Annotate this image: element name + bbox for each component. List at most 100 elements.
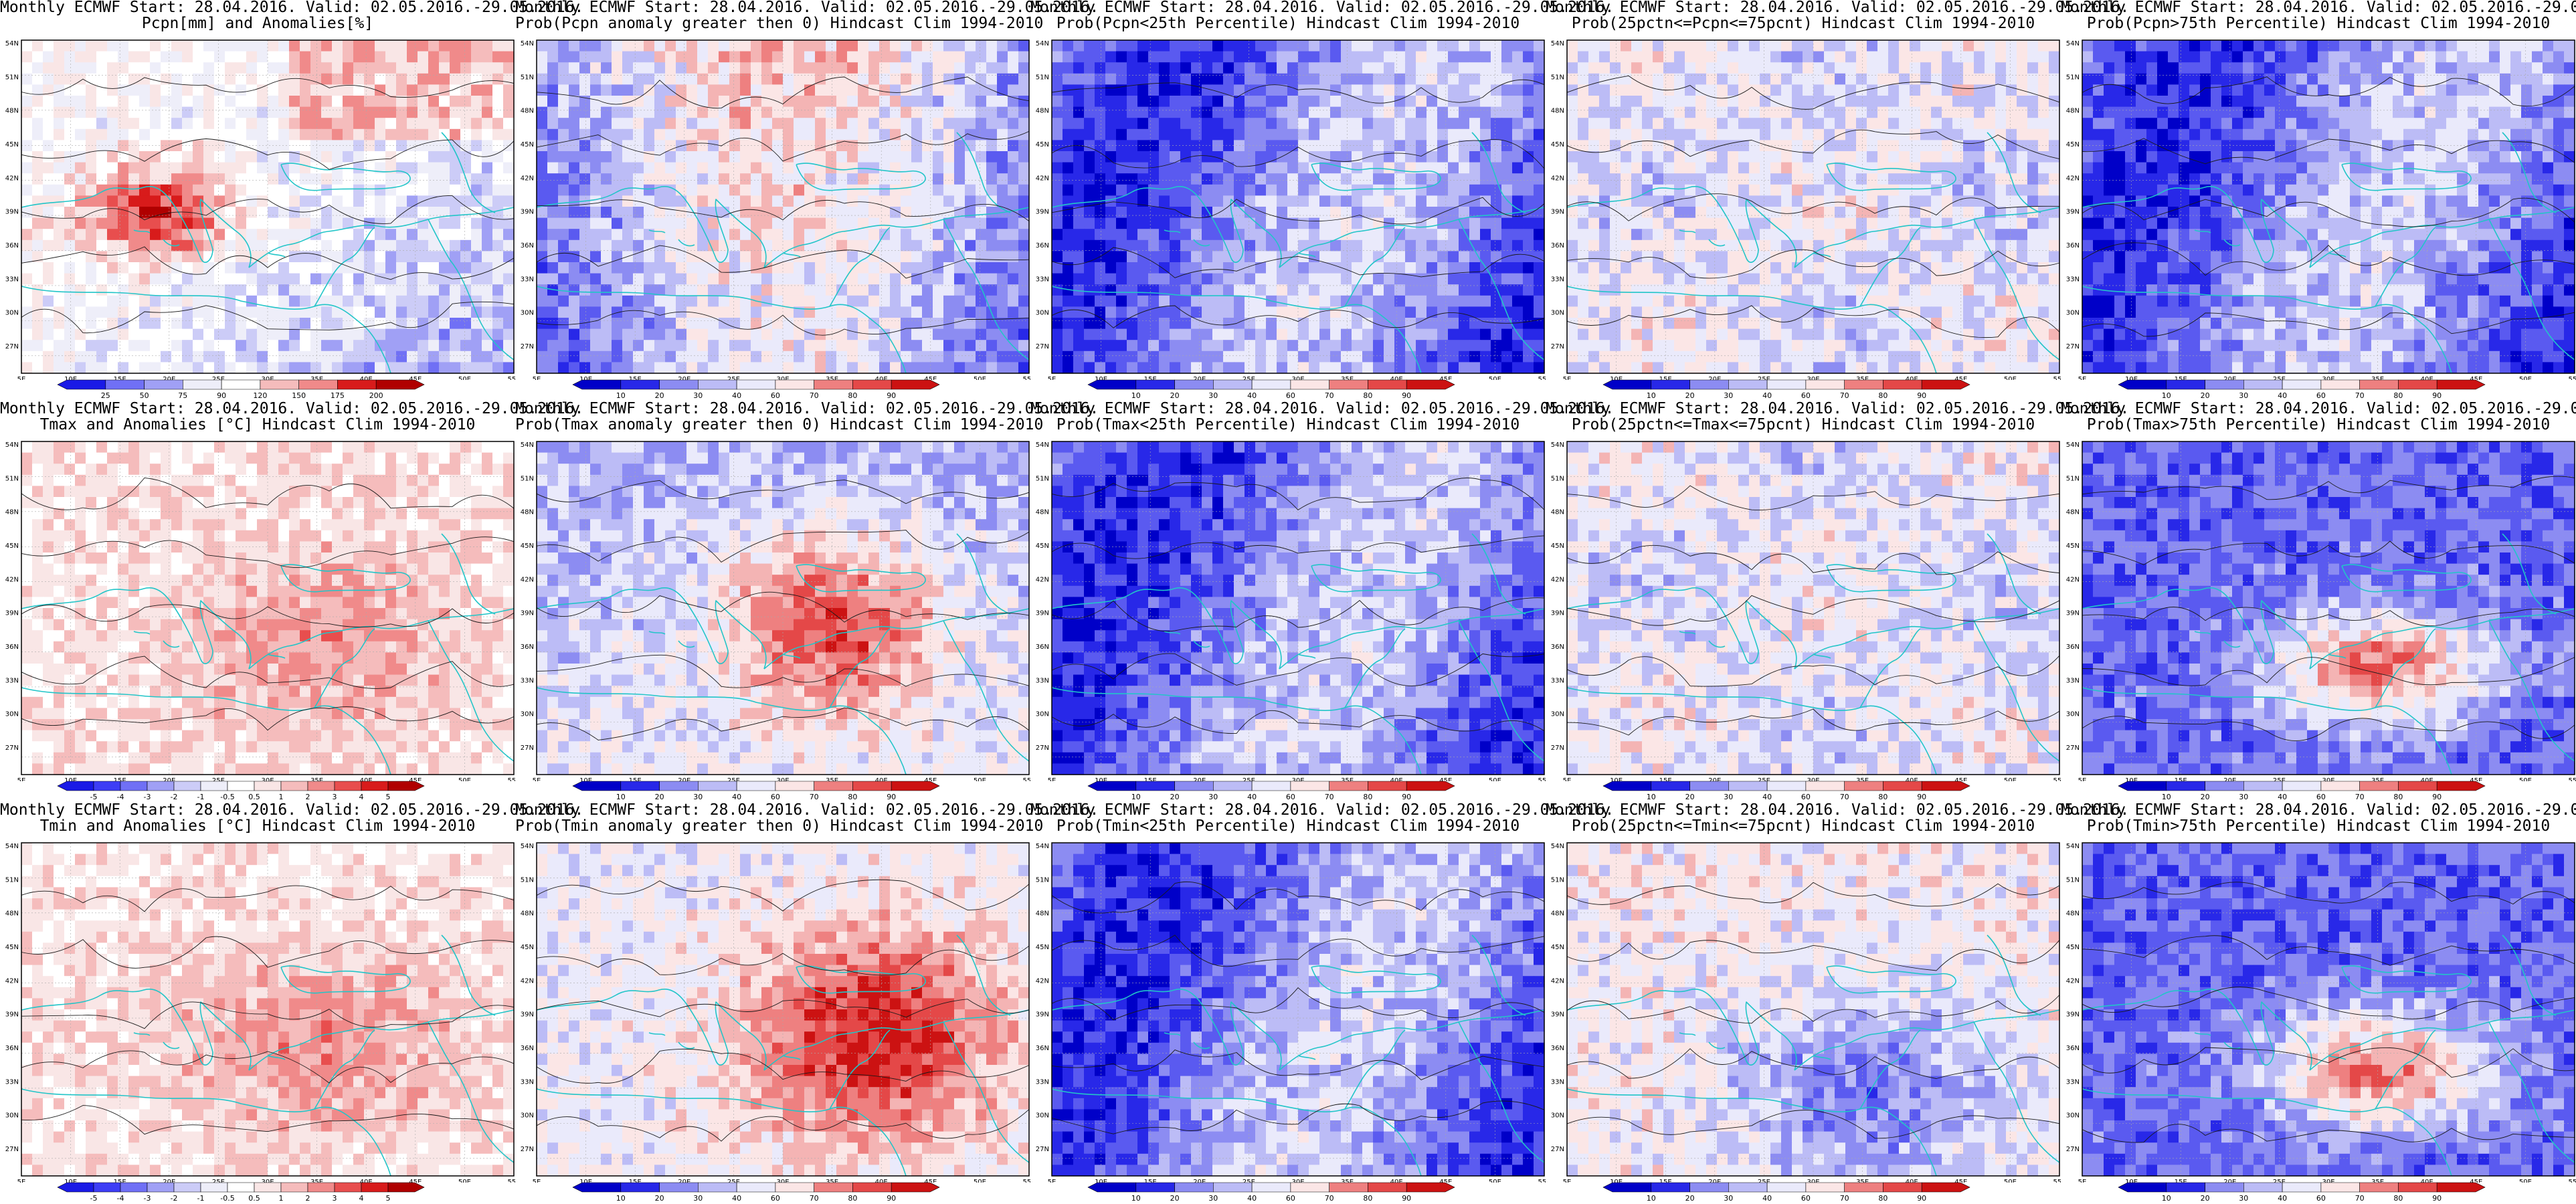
colorbar: 10 20 30 40 60 70 80 90 [1546, 779, 2061, 803]
lat-label: 36N [1036, 643, 1049, 651]
lat-label: 42N [2066, 576, 2080, 583]
map-panel-tmax-4: Monthly ECMWF Start: 28.04.2016. Valid: … [1546, 400, 2129, 803]
colorbar-swatch [2398, 379, 2437, 390]
lat-label: 54N [5, 40, 19, 47]
colorbar-tick: 200 [369, 391, 383, 400]
lat-label: 48N [5, 108, 19, 115]
shaded-field [1052, 843, 1545, 1177]
lon-label: 10E [64, 1179, 77, 1183]
map-area: 54N 51N 48N 45N 42N 39N 36N 33N 30N 27N 5E 10E 15E 20… [0, 835, 515, 1183]
lat-label: 39N [5, 1011, 19, 1019]
panel-title-line1: Monthly ECMWF Start: 28.04.2016. Valid: … [0, 0, 583, 16]
lon-label: 10E [579, 376, 592, 380]
colorbar-tick: 10 [1647, 793, 1656, 801]
lat-label: 27N [2066, 343, 2080, 350]
panel-title-line2: Prob(Tmin<25th Percentile) Hindcast Clim… [1030, 817, 1546, 835]
longitude-labels: 5E 10E 15E 20E 25E 30E 35E 40E 45E 50E 55E [2078, 1179, 2576, 1183]
colorbar-tick: 2 [306, 1194, 310, 1203]
lat-label: 39N [1551, 610, 1564, 617]
lon-label: 25E [1243, 1179, 1255, 1183]
colorbar-swatch [891, 379, 940, 390]
lon-label: 40E [875, 777, 888, 781]
lat-label: 30N [1551, 1112, 1564, 1120]
colorbar-swatch [1368, 379, 1407, 390]
graticule [1567, 40, 2059, 373]
lon-label: 20E [163, 777, 175, 781]
lat-label: 42N [1551, 175, 1564, 182]
lon-label: 10E [579, 777, 592, 781]
colorbar-tick: 40 [2278, 1194, 2287, 1203]
lon-label: 5E [533, 777, 541, 781]
colorbar-swatch [2205, 379, 2244, 390]
panel-title-line2: Pcpn[mm] and Anomalies[%] [0, 15, 515, 32]
lon-label: 40E [1906, 777, 1918, 781]
lat-label: 48N [2066, 910, 2080, 918]
colorbar-tick: 90 [1917, 1194, 1926, 1203]
coastlines [536, 132, 1030, 374]
lat-label: 27N [1036, 1146, 1049, 1153]
colorbar-swatch [1368, 1182, 1407, 1193]
lon-label: 10E [1610, 777, 1623, 781]
colorbar-swatch [2436, 781, 2486, 791]
lat-label: 48N [2066, 509, 2080, 516]
map-frame [536, 441, 1030, 775]
colorbar-swatch [891, 781, 940, 791]
colorbar-swatch [307, 781, 335, 791]
colorbar-swatch [254, 781, 282, 791]
colorbar-swatch [620, 781, 660, 791]
colorbar-tick: 40 [732, 1194, 741, 1203]
longitude-labels: 5E 10E 15E 20E 25E 30E 35E 40E 45E 50E 55E [2078, 777, 2576, 781]
colorbar: 10 20 30 40 60 70 80 90 [1030, 779, 1546, 803]
lat-label: 30N [5, 1112, 19, 1120]
lat-label: 39N [2066, 1011, 2080, 1019]
colorbar-tick: 90 [217, 391, 226, 400]
colorbar-swatch [1406, 379, 1455, 390]
lat-label: 45N [521, 542, 534, 550]
colorbar-swatch [1844, 781, 1883, 791]
longitude-labels: 5E 10E 15E 20E 25E 30E 35E 40E 45E 50E 55E [1048, 777, 1546, 781]
colorbar-swatch [1212, 781, 1253, 791]
lat-label: 42N [1036, 977, 1049, 985]
colorbar-swatch [1728, 379, 1768, 390]
colorbar-swatch [1212, 379, 1253, 390]
colorbar-swatch [2118, 781, 2167, 791]
lat-label: 27N [1551, 744, 1564, 752]
lat-label: 42N [521, 576, 534, 583]
lat-label: 30N [5, 310, 19, 317]
lat-label: 51N [1036, 876, 1049, 884]
coastlines [2082, 533, 2575, 775]
graticule [1567, 441, 2059, 775]
colorbar-tick: 70 [1325, 1194, 1334, 1203]
colorbar-tick: -0.5 [220, 1194, 234, 1203]
lon-label: 20E [1193, 1179, 1206, 1183]
lon-label: 50E [974, 1179, 986, 1183]
colorbar-swatch [1290, 781, 1330, 791]
lon-label: 35E [826, 376, 838, 380]
colorbar-tick: 70 [2355, 793, 2365, 801]
lon-label: 50E [2004, 1179, 2017, 1183]
colorbar-swatch [2243, 1182, 2283, 1193]
lat-label: 42N [5, 576, 19, 583]
lon-label: 20E [1708, 777, 1721, 781]
lat-label: 39N [5, 610, 19, 617]
colorbar-tick: 60 [1801, 793, 1811, 801]
panel-title-line2: Prob(Tmin anomaly greater then 0) Hindca… [515, 817, 1043, 835]
lon-label: 20E [1708, 1179, 1721, 1183]
lon-label: 55E [2568, 777, 2576, 781]
lon-label: 50E [974, 777, 986, 781]
coastlines [1051, 533, 1545, 775]
colorbar-swatch [1651, 379, 1690, 390]
lon-label: 15E [629, 777, 642, 781]
colorbar-swatch [1766, 1182, 1807, 1193]
colorbar-swatch [200, 781, 228, 791]
lon-label: 50E [458, 777, 471, 781]
map-frame [536, 842, 1030, 1177]
colorbar-tick: 20 [1685, 391, 1695, 400]
lon-label: 40E [2421, 1179, 2433, 1183]
lon-label: 45E [1439, 777, 1452, 781]
colorbar-swatch [1251, 781, 1291, 791]
colorbar-swatch [1921, 379, 1970, 390]
colorbar-tick: 40 [1247, 793, 1257, 801]
lat-label: 48N [1551, 910, 1564, 918]
lon-label: 45E [1954, 1179, 1967, 1183]
